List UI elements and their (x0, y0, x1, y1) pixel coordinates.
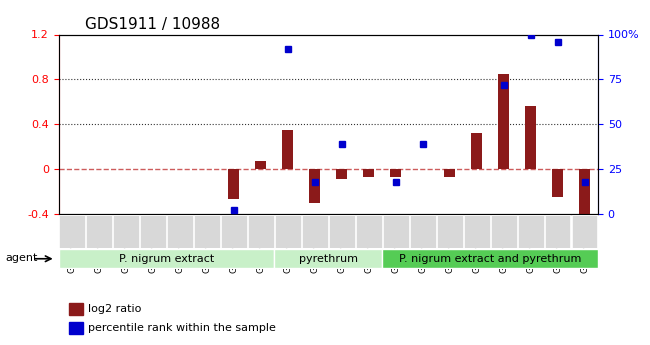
Bar (336, 169, 347, 179)
Bar (390, 169, 401, 177)
Bar (309, 169, 320, 203)
FancyBboxPatch shape (113, 215, 139, 248)
FancyBboxPatch shape (248, 215, 274, 248)
FancyBboxPatch shape (86, 215, 112, 248)
Bar (498, 74, 509, 169)
Text: log2 ratio: log2 ratio (88, 304, 142, 314)
Bar (552, 169, 563, 197)
FancyBboxPatch shape (491, 215, 517, 248)
Bar (228, 169, 239, 199)
FancyBboxPatch shape (275, 215, 301, 248)
FancyBboxPatch shape (58, 249, 274, 268)
FancyBboxPatch shape (437, 215, 463, 248)
Bar (579, 169, 590, 227)
FancyBboxPatch shape (167, 215, 193, 248)
Bar (70, 303, 83, 315)
Text: P. nigrum extract: P. nigrum extract (119, 254, 214, 264)
Bar (363, 169, 374, 177)
Text: agent: agent (6, 253, 38, 263)
FancyBboxPatch shape (383, 215, 409, 248)
FancyBboxPatch shape (571, 215, 597, 248)
FancyBboxPatch shape (194, 215, 220, 248)
FancyBboxPatch shape (140, 215, 166, 248)
Text: pyrethrum: pyrethrum (299, 254, 358, 264)
FancyBboxPatch shape (356, 215, 382, 248)
Text: P. nigrum extract and pyrethrum: P. nigrum extract and pyrethrum (399, 254, 581, 264)
Bar (255, 161, 266, 169)
Bar (525, 106, 536, 169)
FancyBboxPatch shape (221, 215, 247, 248)
FancyBboxPatch shape (329, 215, 355, 248)
FancyBboxPatch shape (382, 249, 598, 268)
Bar (444, 169, 455, 177)
FancyBboxPatch shape (302, 215, 328, 248)
FancyBboxPatch shape (545, 215, 571, 248)
FancyBboxPatch shape (517, 215, 543, 248)
Bar (282, 130, 293, 169)
FancyBboxPatch shape (274, 249, 382, 268)
FancyBboxPatch shape (463, 215, 489, 248)
FancyBboxPatch shape (59, 215, 85, 248)
FancyBboxPatch shape (410, 215, 436, 248)
Text: GDS1911 / 10988: GDS1911 / 10988 (85, 17, 220, 32)
Text: percentile rank within the sample: percentile rank within the sample (88, 323, 276, 333)
Bar (471, 133, 482, 169)
Bar (70, 322, 83, 334)
